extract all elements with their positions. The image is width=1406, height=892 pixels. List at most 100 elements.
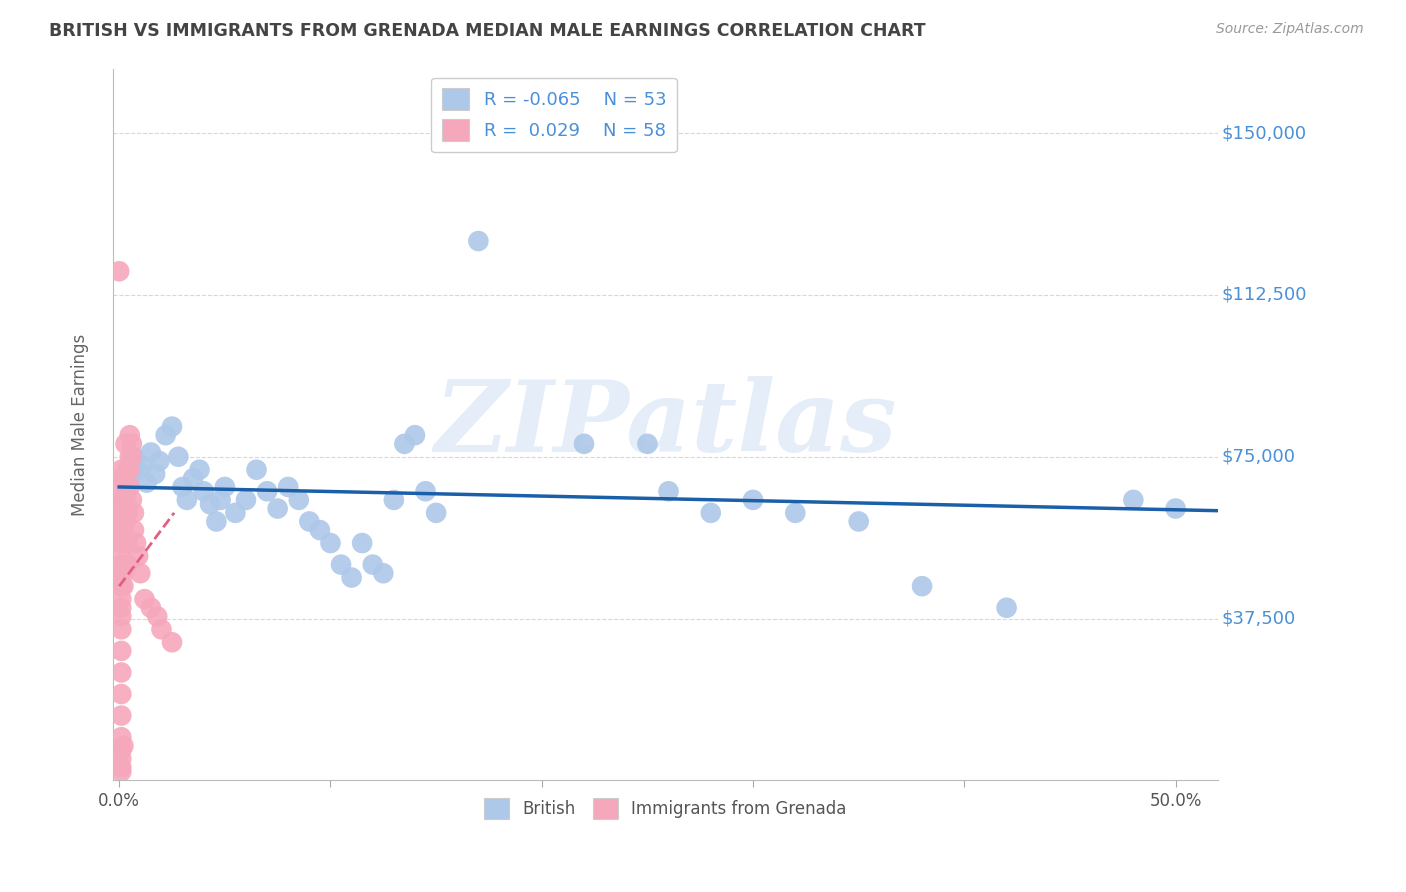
Point: [1122, 492, 1144, 507]
Point: [394, 437, 416, 451]
Point: [139, 600, 162, 615]
Point: [110, 463, 132, 477]
Point: [118, 428, 141, 442]
Point: [110, 600, 132, 615]
Point: [114, 480, 136, 494]
Point: [114, 515, 136, 529]
Point: [235, 492, 257, 507]
Point: [155, 428, 177, 442]
Point: [110, 558, 132, 572]
Text: BRITISH VS IMMIGRANTS FROM GRENADA MEDIAN MALE EARNINGS CORRELATION CHART: BRITISH VS IMMIGRANTS FROM GRENADA MEDIA…: [49, 22, 925, 40]
Point: [340, 570, 363, 584]
Point: [110, 623, 132, 637]
Point: [110, 644, 132, 658]
Point: [742, 492, 765, 507]
Point: [131, 458, 153, 473]
Point: [117, 558, 139, 572]
Point: [352, 536, 374, 550]
Point: [129, 566, 152, 581]
Point: [108, 264, 131, 278]
Legend: British, Immigrants from Grenada: British, Immigrants from Grenada: [478, 792, 853, 825]
Point: [995, 600, 1018, 615]
Point: [117, 463, 139, 477]
Point: [110, 549, 132, 563]
Point: [118, 463, 141, 477]
Point: [277, 480, 299, 494]
Point: [121, 450, 143, 464]
Point: [143, 467, 166, 481]
Point: [848, 515, 870, 529]
Point: [112, 566, 135, 581]
Point: [224, 506, 246, 520]
Point: [172, 480, 194, 494]
Point: [160, 635, 183, 649]
Point: [114, 492, 136, 507]
Point: [657, 484, 679, 499]
Point: [110, 506, 132, 520]
Y-axis label: Median Male Earnings: Median Male Earnings: [72, 334, 89, 516]
Point: [636, 437, 658, 451]
Point: [214, 480, 236, 494]
Point: [110, 480, 132, 494]
Point: [110, 760, 132, 774]
Point: [1164, 501, 1187, 516]
Point: [125, 536, 148, 550]
Point: [425, 506, 447, 520]
Point: [245, 463, 267, 477]
Point: [361, 558, 384, 572]
Text: ZIPatlas: ZIPatlas: [434, 376, 897, 473]
Point: [121, 492, 143, 507]
Point: [110, 536, 132, 550]
Point: [146, 609, 169, 624]
Point: [572, 437, 595, 451]
Point: [114, 536, 136, 550]
Point: [467, 234, 489, 248]
Point: [127, 463, 149, 477]
Point: [373, 566, 395, 581]
Text: $150,000: $150,000: [1222, 124, 1306, 142]
Point: [112, 739, 135, 753]
Point: [150, 623, 173, 637]
Point: [700, 506, 723, 520]
Point: [112, 536, 135, 550]
Point: [110, 566, 132, 581]
Point: [118, 450, 141, 464]
Point: [118, 471, 141, 485]
Point: [181, 471, 204, 485]
Point: [110, 752, 132, 766]
Point: [112, 579, 135, 593]
Point: [256, 484, 278, 499]
Point: [110, 743, 132, 757]
Point: [266, 501, 288, 516]
Point: [176, 492, 198, 507]
Point: [110, 687, 132, 701]
Point: [110, 579, 132, 593]
Point: [114, 437, 136, 451]
Point: [110, 708, 132, 723]
Point: [117, 536, 139, 550]
Point: [298, 515, 321, 529]
Point: [382, 492, 405, 507]
Point: [167, 450, 190, 464]
Point: [160, 419, 183, 434]
Point: [112, 506, 135, 520]
Point: [135, 475, 157, 490]
Point: [127, 549, 149, 563]
Point: [122, 523, 145, 537]
Point: [785, 506, 807, 520]
Point: [415, 484, 437, 499]
Point: [122, 506, 145, 520]
Point: [110, 592, 132, 607]
Point: [110, 492, 132, 507]
Point: [118, 480, 141, 494]
Point: [319, 536, 342, 550]
Point: [110, 471, 132, 485]
Point: [110, 523, 132, 537]
Point: [911, 579, 934, 593]
Text: $112,500: $112,500: [1222, 286, 1306, 304]
Point: [309, 523, 332, 537]
Point: [112, 523, 135, 537]
Point: [110, 730, 132, 744]
Point: [188, 463, 211, 477]
Point: [209, 492, 232, 507]
